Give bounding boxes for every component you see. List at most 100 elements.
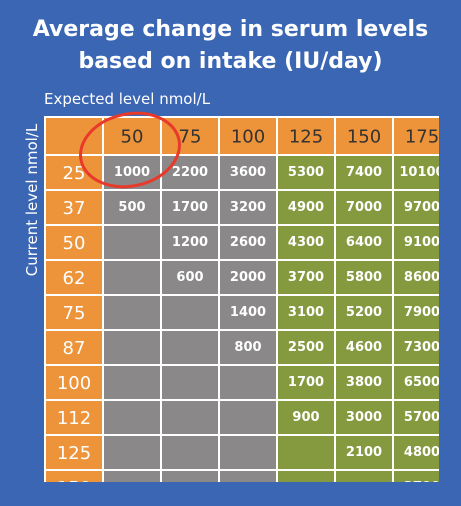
heatmap-cell [220, 156, 276, 189]
heatmap-cell [278, 156, 334, 189]
row-header-label: 112 [57, 408, 91, 429]
heatmap-cell [394, 296, 439, 329]
row-header-label: 100 [57, 373, 91, 394]
cell-value-label: 2500 [288, 340, 324, 355]
cell-value-label: 3600 [230, 165, 266, 180]
cell-value-label: 2100 [346, 445, 382, 460]
cell-value-label: 1700 [288, 375, 324, 390]
row-header-label: 50 [63, 233, 86, 254]
cell-value-label: 5200 [346, 305, 382, 320]
cell-value-label: 600 [176, 270, 203, 285]
row-header-cell [46, 331, 102, 364]
heatmap-cell [336, 191, 392, 224]
heatmap-cell [278, 226, 334, 259]
heatmap-cell [278, 296, 334, 329]
cell-value-label: 6400 [346, 235, 382, 250]
row-header-cell [46, 191, 102, 224]
heatmap-cell [336, 261, 392, 294]
column-header-label: 75 [179, 127, 202, 148]
row-header-cell [46, 296, 102, 329]
heatmap-cell [336, 471, 392, 482]
row-header-label: 37 [63, 198, 86, 219]
column-header-label: 100 [231, 127, 265, 148]
cell-value-label: 7900 [404, 305, 439, 320]
cell-value-label: 9100 [404, 235, 439, 250]
heatmap-cell [162, 296, 218, 329]
row-header-label: 75 [63, 303, 86, 324]
heatmap-cell [220, 191, 276, 224]
cell-value-label: 7400 [346, 165, 382, 180]
column-header-label: 150 [347, 127, 381, 148]
heatmap-cell [220, 261, 276, 294]
cell-value-label: 3100 [288, 305, 324, 320]
heatmap-cell [162, 401, 218, 434]
heatmap-cell [162, 436, 218, 469]
cell-value-label: 3800 [346, 375, 382, 390]
cell-value-label: 5800 [346, 270, 382, 285]
heatmap-cell [336, 296, 392, 329]
heatmap-cell [104, 436, 160, 469]
heatmap-cell [162, 226, 218, 259]
column-header-cell [336, 118, 392, 154]
chart-title-line-2: based on intake (IU/day) [78, 49, 383, 74]
heatmap-cell [220, 331, 276, 364]
heatmap-cell [336, 226, 392, 259]
heatmap-cell [220, 401, 276, 434]
column-header-cell [394, 118, 439, 154]
corner-cell [46, 118, 102, 154]
cell-value-label: 2700 [404, 480, 439, 482]
heatmap-cell [104, 296, 160, 329]
cell-value-label: 4300 [288, 235, 324, 250]
cell-value-label: 4600 [346, 340, 382, 355]
cell-value-label: 3000 [346, 410, 382, 425]
row-header-cell [46, 436, 102, 469]
cell-value-label: 3700 [288, 270, 324, 285]
heatmap-cell [104, 471, 160, 482]
column-header-cell [220, 118, 276, 154]
heatmap-cell [162, 261, 218, 294]
cell-value-label: 8600 [404, 270, 439, 285]
heatmap-cell [278, 366, 334, 399]
cell-value-label: 1400 [230, 305, 266, 320]
heatmap-cell [336, 156, 392, 189]
heatmap-cell [278, 331, 334, 364]
heatmap-cell [220, 366, 276, 399]
cell-value-label: 1200 [172, 235, 208, 250]
chart-title-line-1: Average change in serum levels [32, 17, 429, 42]
row-header-label: 62 [63, 268, 86, 289]
heatmap-cell [104, 191, 160, 224]
cell-value-label: 2600 [230, 235, 266, 250]
heatmap-cell [278, 261, 334, 294]
row-header-label: 87 [63, 338, 86, 359]
heatmap-cell [394, 261, 439, 294]
heatmap-table: 50 75 100 125 150 175 25 1000 2200 3600 5300 7400 10… [44, 116, 439, 482]
column-header-label: 125 [289, 127, 323, 148]
heatmap-cell [104, 366, 160, 399]
row-header-cell [46, 401, 102, 434]
cell-value-label: 5300 [288, 165, 324, 180]
cell-value-label: 9700 [404, 200, 439, 215]
heatmap-cell [104, 401, 160, 434]
heatmap-cell [336, 436, 392, 469]
column-header-cell [278, 118, 334, 154]
heatmap-cell [394, 331, 439, 364]
cell-value-label: 10100 [399, 165, 439, 180]
cell-value-label: 7300 [404, 340, 439, 355]
cell-value-label: 1000 [114, 165, 150, 180]
cell-value-label: 2200 [172, 165, 208, 180]
heatmap-cell [394, 226, 439, 259]
heatmap-cell [162, 191, 218, 224]
cell-value-label: 6500 [404, 375, 439, 390]
heatmap-cell [104, 331, 160, 364]
row-header-cell [46, 261, 102, 294]
heatmap-cell [278, 471, 334, 482]
column-header-label: 175 [405, 127, 439, 148]
heatmap-cell [278, 191, 334, 224]
heatmap-cell [278, 401, 334, 434]
cell-value-label: 7000 [346, 200, 382, 215]
heatmap-cell [394, 436, 439, 469]
heatmap-cell [162, 331, 218, 364]
heatmap-cell [220, 296, 276, 329]
heatmap-cell [278, 436, 334, 469]
cell-value-label: 1700 [172, 200, 208, 215]
